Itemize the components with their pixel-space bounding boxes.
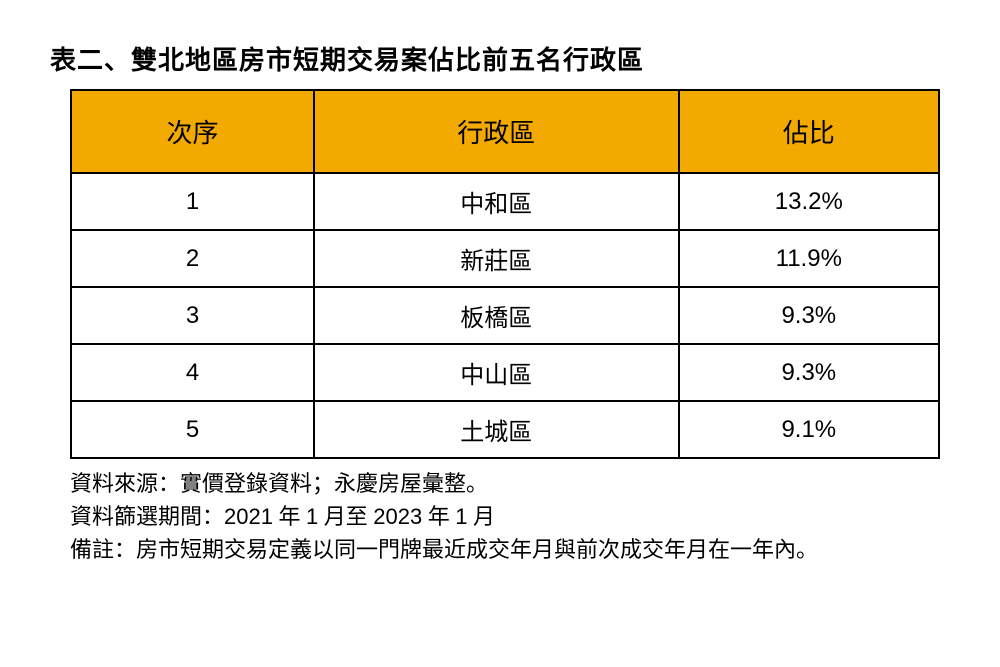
ranking-table: 次序 行政區 佔比 1 中和區 13.2% 2 新莊區 11.9% 3 板橋區 … (70, 89, 940, 459)
cell-district: 土城區 (314, 401, 679, 458)
footnote-text: 月至 (318, 504, 373, 529)
table-row: 4 中山區 9.3% (71, 344, 939, 401)
cell-district: 新莊區 (314, 230, 679, 287)
footnote-text: 年 (273, 504, 306, 529)
cell-rank: 2 (71, 230, 314, 287)
footnote-month-end: 1 (455, 504, 467, 529)
table-row: 1 中和區 13.2% (71, 173, 939, 230)
table-title: 表二、雙北地區房市短期交易案佔比前五名行政區 (50, 40, 950, 77)
cell-percentage: 9.1% (679, 401, 939, 458)
table-container: 次序 行政區 佔比 1 中和區 13.2% 2 新莊區 11.9% 3 板橋區 … (50, 89, 950, 459)
table-row: 5 土城區 9.1% (71, 401, 939, 458)
footnote-text: 年 (422, 504, 455, 529)
cell-percentage: 13.2% (679, 173, 939, 230)
cell-district: 板橋區 (314, 287, 679, 344)
table-row: 3 板橋區 9.3% (71, 287, 939, 344)
footnote-remark: 備註：房市短期交易定義以同一門牌最近成交年月與前次成交年月在一年內。 (70, 533, 950, 566)
cell-rank: 4 (71, 344, 314, 401)
cell-rank: 1 (71, 173, 314, 230)
footnotes: 資料來源：實價登錄資料；永慶房屋彙整。 資料篩選期間：2021 年 1 月至 2… (50, 467, 950, 566)
cell-rank: 3 (71, 287, 314, 344)
footnote-year-end: 2023 (373, 504, 422, 529)
header-percentage: 佔比 (679, 90, 939, 173)
header-district: 行政區 (314, 90, 679, 173)
cell-district: 中山區 (314, 344, 679, 401)
footnote-year-start: 2021 (224, 504, 273, 529)
table-row: 2 新莊區 11.9% (71, 230, 939, 287)
cell-percentage: 11.9% (679, 230, 939, 287)
cell-percentage: 9.3% (679, 344, 939, 401)
footnote-period-label: 資料篩選期間： (70, 504, 224, 529)
footnote-period: 資料篩選期間：2021 年 1 月至 2023 年 1 月 (70, 500, 950, 533)
footnote-month-start: 1 (306, 504, 318, 529)
header-rank: 次序 (71, 90, 314, 173)
cell-district: 中和區 (314, 173, 679, 230)
footnote-text: 月 (467, 504, 495, 529)
table-header-row: 次序 行政區 佔比 (71, 90, 939, 173)
cell-rank: 5 (71, 401, 314, 458)
cell-percentage: 9.3% (679, 287, 939, 344)
footnote-source: 資料來源：實價登錄資料；永慶房屋彙整。 (70, 467, 950, 500)
